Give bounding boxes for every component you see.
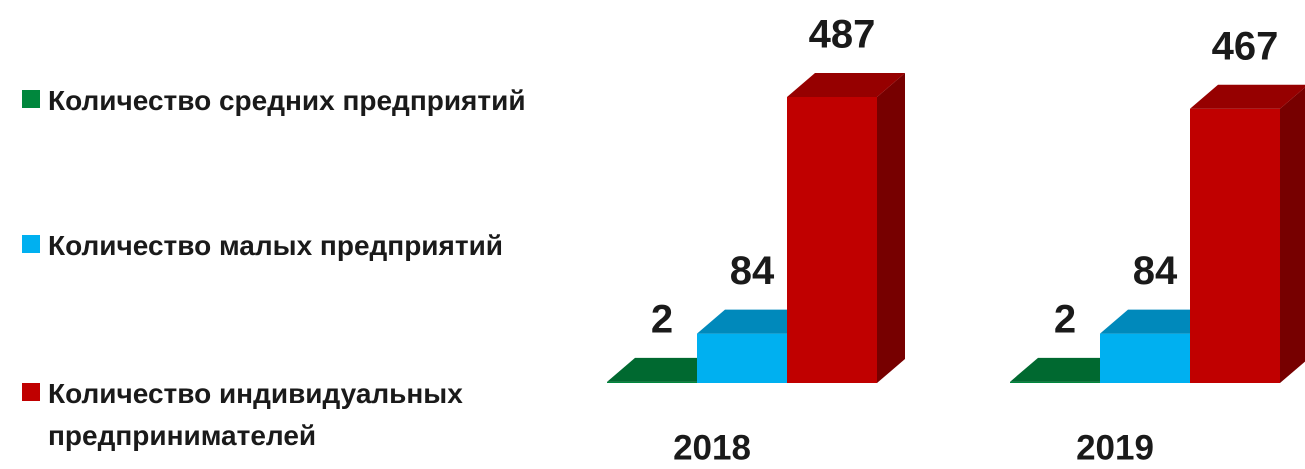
legend-label: Количество малых предприятий	[48, 230, 503, 261]
bar-front	[1190, 108, 1280, 384]
data-label: 467	[1212, 24, 1279, 68]
x-tick-label: 2018	[673, 428, 751, 467]
data-label: 84	[730, 249, 775, 293]
bar-front	[787, 97, 877, 383]
legend-item: Количество малых предприятий	[22, 225, 598, 267]
legend-item: Количество индивидуальных предпринимател…	[22, 373, 598, 457]
bar	[1190, 84, 1305, 384]
bar	[787, 73, 905, 383]
bar-top	[1010, 357, 1128, 382]
bar-front	[697, 333, 787, 383]
data-label: 2	[651, 297, 673, 341]
legend-swatch	[22, 383, 40, 401]
bar-side	[1280, 87, 1305, 383]
bar-side	[877, 73, 905, 383]
data-label: 487	[809, 13, 876, 57]
data-label: 2	[1054, 297, 1076, 341]
bar-front	[607, 381, 697, 383]
bar-top	[787, 73, 905, 97]
bar-top	[697, 309, 815, 334]
bar-top	[1100, 309, 1218, 334]
legend-item: Количество средних предприятий	[22, 80, 598, 122]
legend-swatch	[22, 90, 40, 108]
bar-front	[1010, 381, 1100, 383]
bar-front	[1100, 333, 1190, 383]
bar-top	[1190, 84, 1305, 109]
bar-top	[607, 357, 725, 382]
legend: Количество средних предприятий Количество…	[22, 0, 622, 469]
x-tick-label: 2019	[1076, 428, 1154, 467]
legend-label: Количество средних предприятий	[48, 85, 526, 116]
legend-swatch	[22, 235, 40, 253]
data-label: 84	[1133, 249, 1178, 293]
legend-label: Количество индивидуальных предпринимател…	[48, 378, 463, 451]
